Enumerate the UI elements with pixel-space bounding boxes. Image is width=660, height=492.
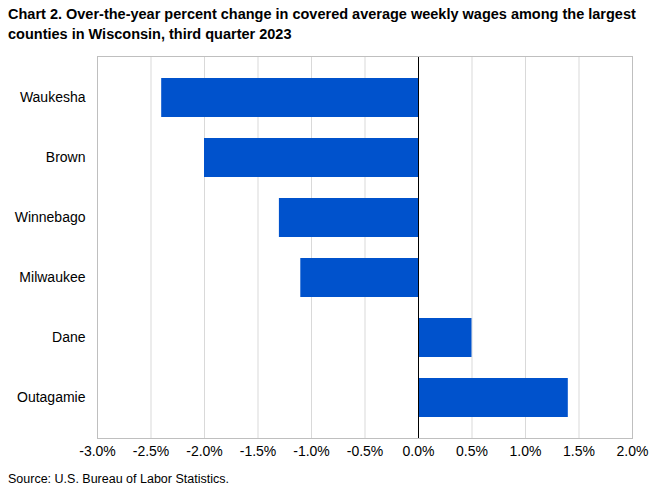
svg-text:2.0%: 2.0% bbox=[617, 443, 649, 459]
svg-text:0.0%: 0.0% bbox=[403, 443, 435, 459]
svg-text:Brown: Brown bbox=[46, 149, 86, 165]
svg-text:Dane: Dane bbox=[52, 329, 86, 345]
svg-text:-0.5%: -0.5% bbox=[347, 443, 384, 459]
svg-text:-3.0%: -3.0% bbox=[79, 443, 116, 459]
svg-text:-1.5%: -1.5% bbox=[240, 443, 277, 459]
svg-text:-2.0%: -2.0% bbox=[186, 443, 223, 459]
html-text:Chart 2. Over-the-year percent: Chart 2. Over-the-year percent change in… bbox=[8, 6, 636, 42]
svg-text:0.5%: 0.5% bbox=[456, 443, 488, 459]
svg-text:-2.5%: -2.5% bbox=[133, 443, 170, 459]
svg-text:Outagamie: Outagamie bbox=[17, 389, 86, 405]
svg-text:Winnebago: Winnebago bbox=[15, 209, 86, 225]
svg-text:-1.0%: -1.0% bbox=[293, 443, 330, 459]
svg-text:Milwaukee: Milwaukee bbox=[19, 269, 85, 285]
svg-text:1.5%: 1.5% bbox=[563, 443, 595, 459]
svg-text:Waukesha: Waukesha bbox=[20, 89, 86, 105]
html-text:Source: U.S. Bureau of Labor S: Source: U.S. Bureau of Labor Statistics. bbox=[8, 472, 229, 486]
svg-text:1.0%: 1.0% bbox=[510, 443, 542, 459]
